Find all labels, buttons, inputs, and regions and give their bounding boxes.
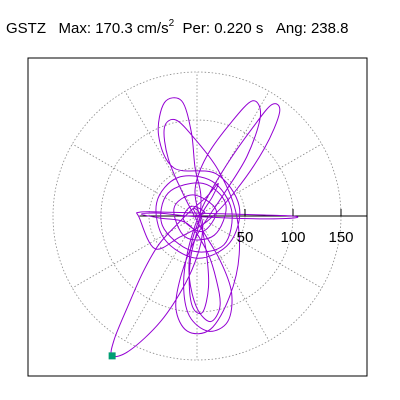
tick-label: 100 [280, 229, 305, 246]
ang-label: Ang: [275, 20, 307, 37]
tick-layer: 50 100 150 [237, 209, 354, 246]
grid-spoke [124, 215, 198, 341]
marker-layer [108, 352, 116, 360]
grid-spoke [72, 215, 198, 289]
chart-header: GSTZ Max: 170.3 cm/s2 Per: 0.220 s Ang: … [6, 18, 349, 37]
trace-layer [110, 97, 299, 358]
max-label: Max: [58, 20, 92, 37]
tick-label: 150 [328, 229, 353, 246]
motion-trace [110, 97, 299, 358]
station-code: GSTZ [6, 20, 46, 37]
plot-frame [27, 57, 368, 377]
grid-spoke [124, 91, 198, 217]
grid-spoke [196, 91, 270, 217]
per-label: Per: [182, 20, 211, 37]
grid-spoke [196, 215, 270, 341]
ang-value: 238.8 [310, 20, 349, 37]
grid-spoke [196, 215, 322, 289]
max-unit: cm/s [136, 20, 169, 37]
grid-spoke [196, 143, 322, 217]
tick-label: 50 [237, 229, 254, 246]
max-unit-exponent: 2 [168, 18, 175, 29]
per-value: 0.220 s [214, 20, 264, 37]
end-point-marker [108, 352, 116, 360]
grid-spoke [72, 143, 198, 217]
max-value: 170.3 [95, 20, 133, 37]
